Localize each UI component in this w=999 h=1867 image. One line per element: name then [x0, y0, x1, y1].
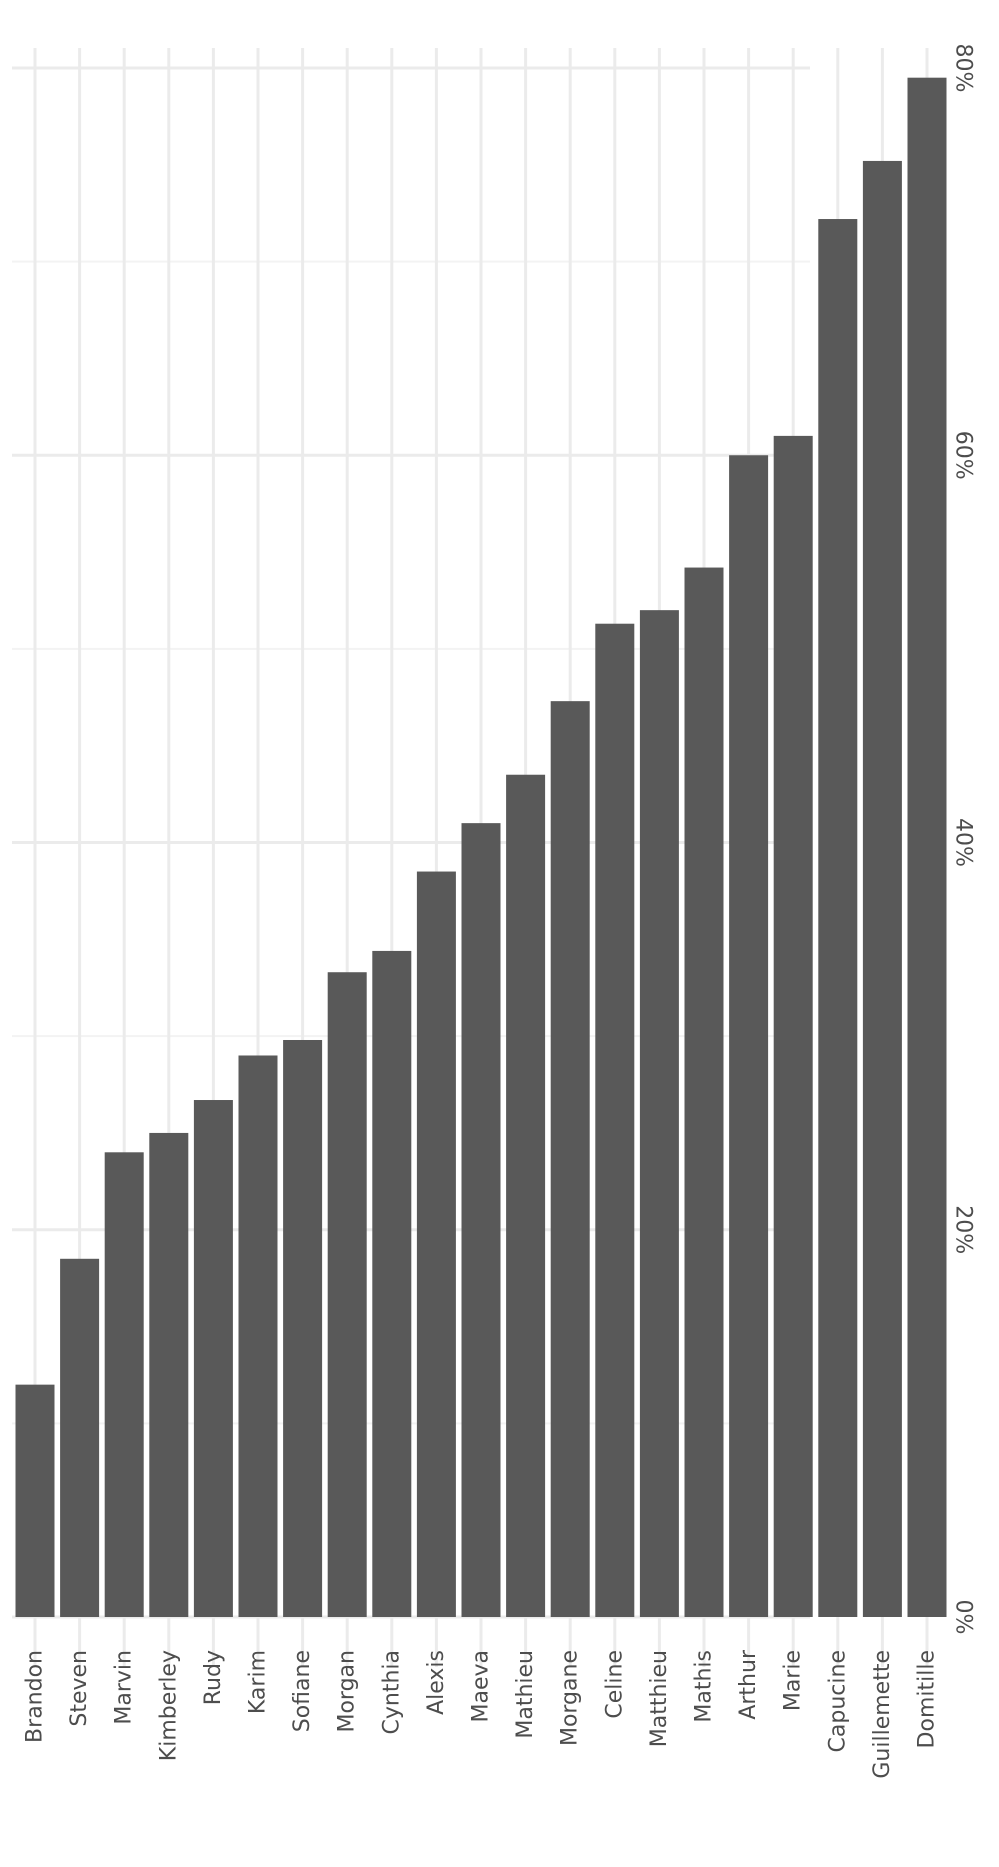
value-tick-label: 60%: [951, 431, 976, 480]
bar-morgan: [327, 972, 367, 1617]
category-label: Cynthia: [379, 1650, 404, 1735]
bar-alexis: [416, 871, 456, 1617]
category-label: Karim: [246, 1650, 271, 1714]
category-label: Matthieu: [647, 1650, 672, 1747]
category-label: Alexis: [424, 1650, 449, 1715]
category-label: Steven: [67, 1650, 92, 1727]
bar-capucine: [818, 219, 858, 1618]
bar-mathieu: [506, 774, 546, 1617]
category-label: Mathieu: [513, 1650, 538, 1739]
category-label: Celine: [602, 1650, 627, 1719]
category-label: Kimberley: [156, 1650, 181, 1761]
bar-celine: [595, 623, 635, 1617]
category-label: Arthur: [736, 1649, 761, 1720]
bar-matthieu: [639, 610, 679, 1617]
bar-rudy: [193, 1100, 233, 1617]
bar-marie: [773, 435, 813, 1618]
bar-karim: [238, 1055, 278, 1617]
bar-kimberley: [149, 1132, 189, 1617]
bar-morgane: [550, 701, 590, 1617]
category-label: Maeva: [469, 1650, 494, 1723]
category-label: Mathis: [692, 1650, 717, 1723]
value-tick-label: 20%: [951, 1205, 976, 1254]
value-tick-label: 80%: [951, 44, 976, 93]
bar-cynthia: [372, 950, 412, 1617]
bar-layer: [15, 77, 947, 1618]
category-label: Sofiane: [290, 1650, 315, 1732]
label-layer: Brandon Steven Marvin Kimberley Rudy Karim Sof…: [23, 44, 976, 1779]
category-label: Capucine: [825, 1650, 850, 1752]
category-label: Brandon: [23, 1650, 48, 1743]
category-label: Morgan: [335, 1650, 360, 1733]
value-tick-label: 0%: [951, 1600, 976, 1635]
bar-steven: [60, 1258, 100, 1617]
bar-marvin: [104, 1152, 144, 1617]
bar-mathis: [684, 567, 724, 1617]
bar-arthur: [729, 455, 769, 1617]
category-label: Morgane: [558, 1650, 583, 1746]
category-label: Marie: [781, 1650, 806, 1711]
bar-sofiane: [283, 1039, 323, 1617]
bar-brandon: [15, 1384, 55, 1617]
category-label: Marvin: [112, 1650, 137, 1725]
category-label: Guillemette: [870, 1650, 895, 1779]
bar-maeva: [461, 823, 501, 1617]
bar-domitille: [907, 77, 947, 1617]
category-label: Domitille: [915, 1650, 940, 1748]
value-tick-label: 40%: [951, 818, 976, 867]
category-label: Rudy: [201, 1650, 226, 1705]
bar-guillemette: [862, 160, 902, 1618]
